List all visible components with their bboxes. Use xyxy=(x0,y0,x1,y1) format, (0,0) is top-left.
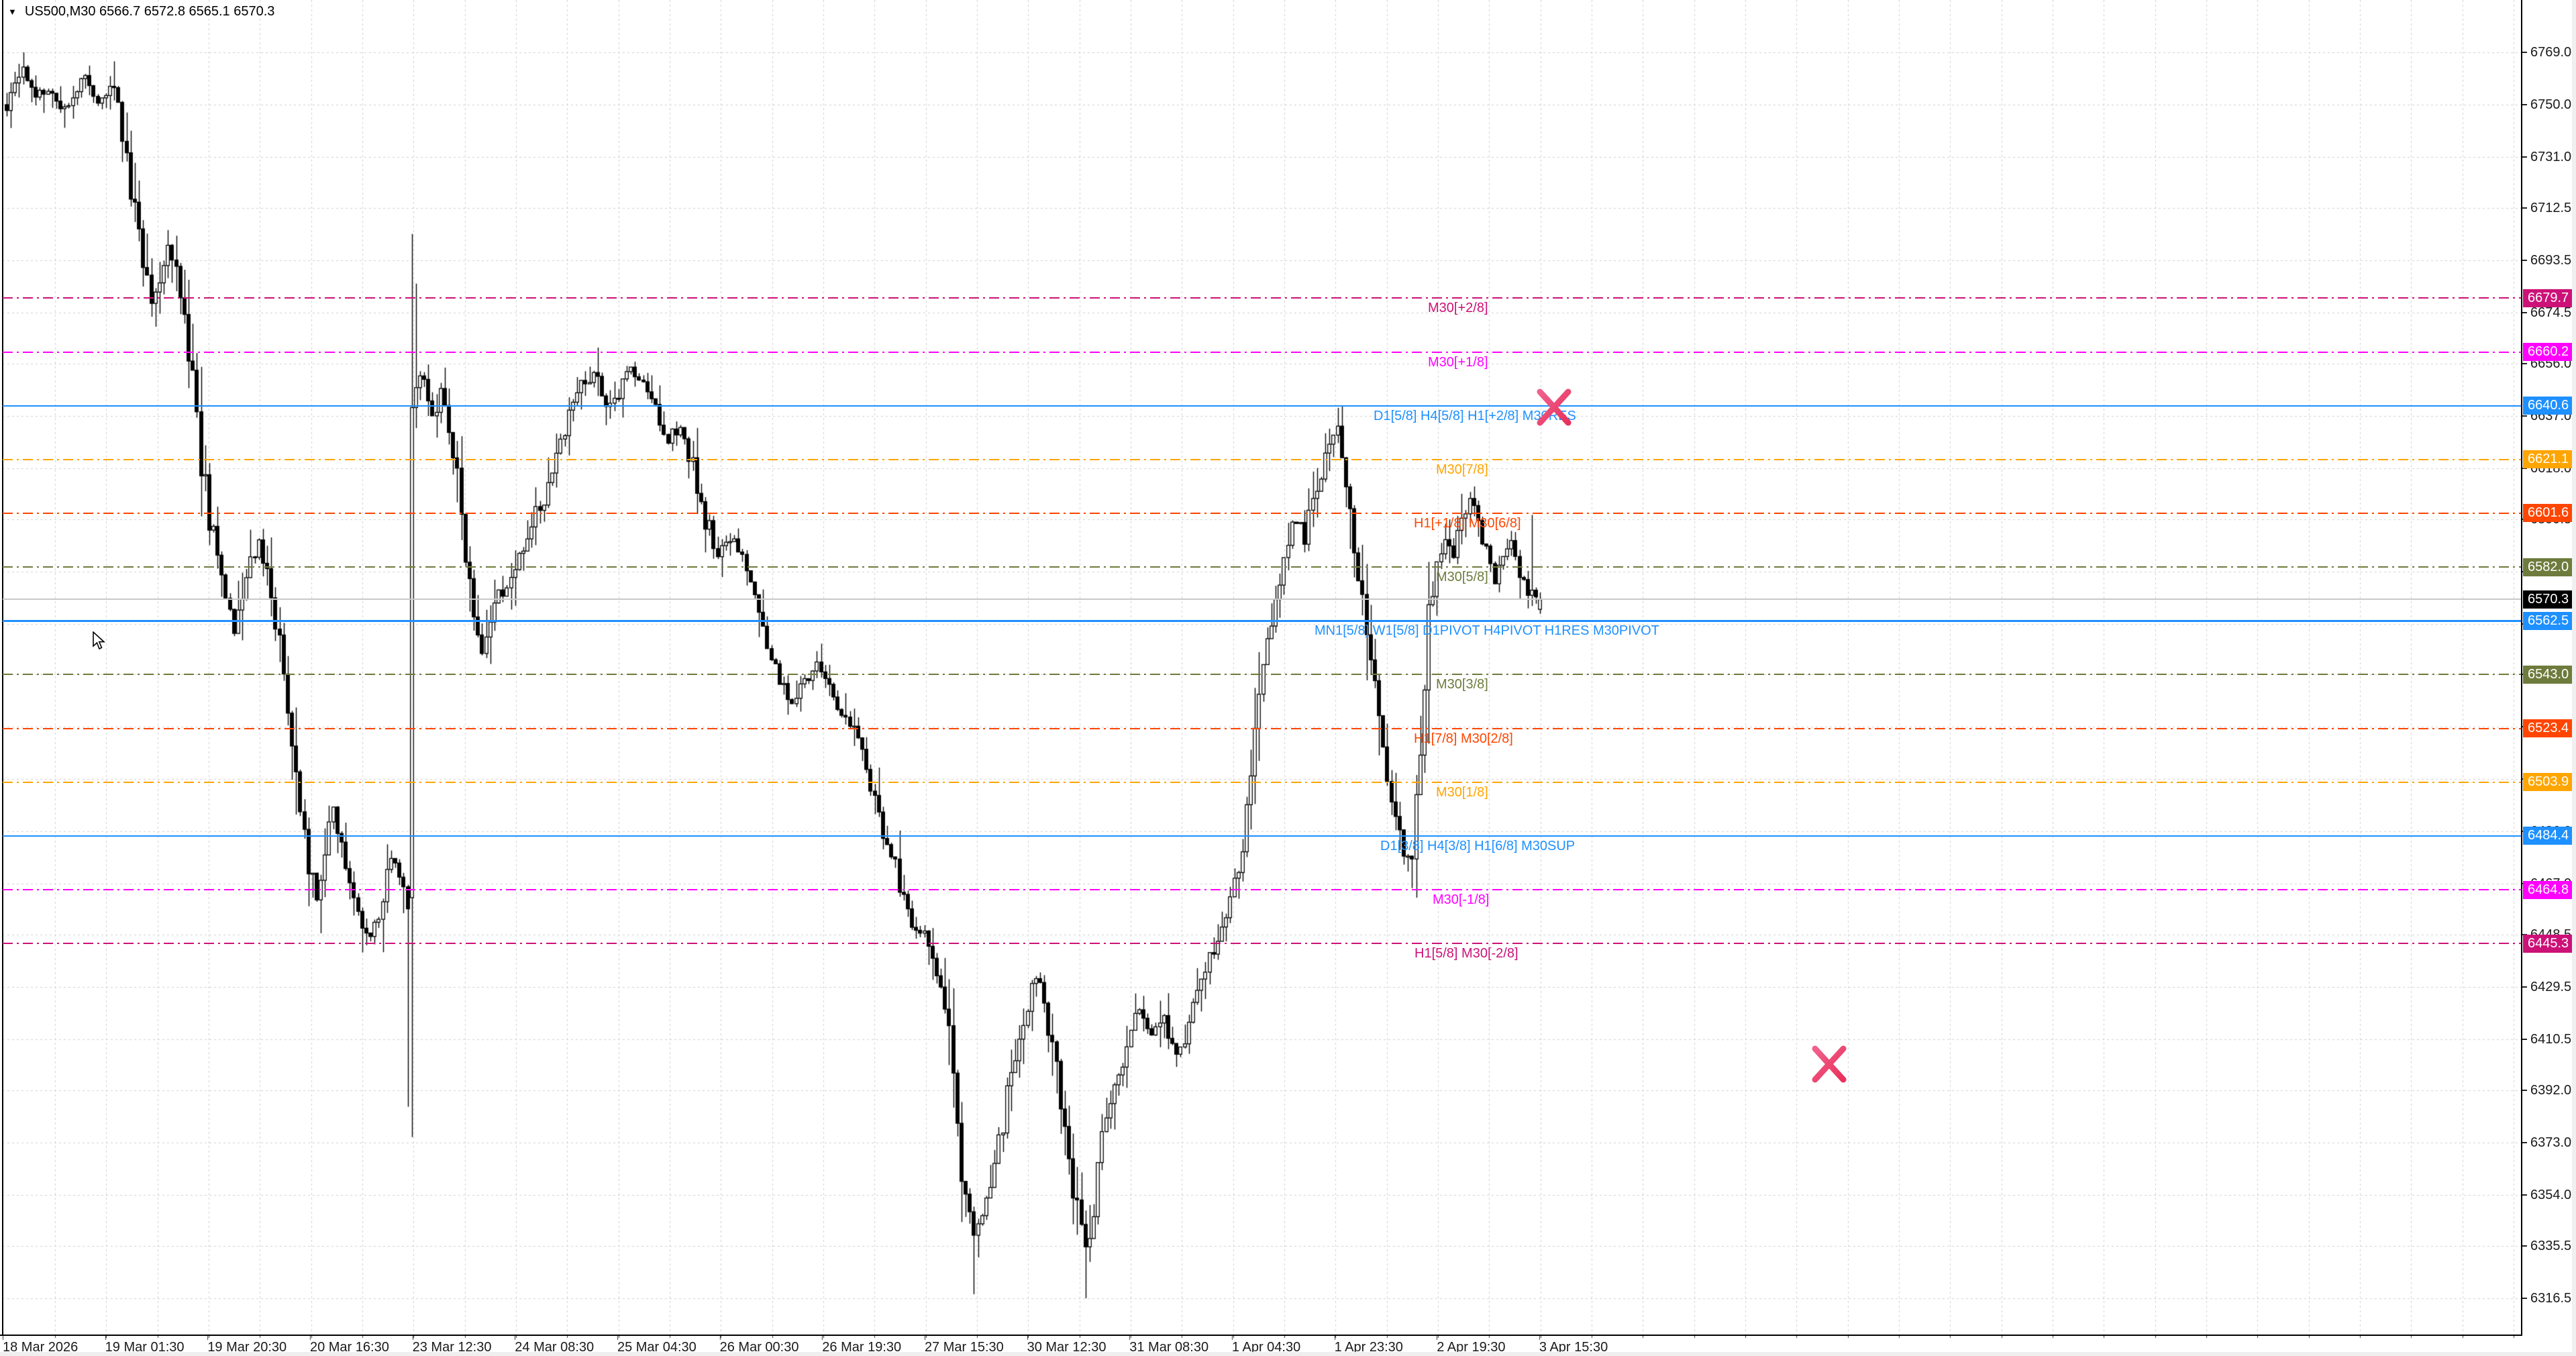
price-tick-mark xyxy=(2522,415,2527,417)
level-line-m30-+2/8-[interactable] xyxy=(3,297,2521,299)
time-tick-label: 24 Mar 08:30 xyxy=(515,1340,595,1355)
price-tick-mark xyxy=(2522,1194,2527,1196)
level-label: M30[-1/8] xyxy=(1433,892,1490,908)
time-tick-label: 26 Mar 19:30 xyxy=(822,1340,902,1355)
price-tick-label: 6769.0 xyxy=(2530,45,2572,60)
price-tick-label: 6712.5 xyxy=(2530,200,2572,215)
price-tick-mark xyxy=(2522,1245,2527,1247)
time-tick-label: 18 Mar 2026 xyxy=(3,1340,79,1355)
plot-left-border xyxy=(2,0,3,1335)
price-badge-level: 6523.4 xyxy=(2523,719,2576,738)
price-badge-level: 6503.9 xyxy=(2523,773,2576,792)
level-label: H1[+1/8] M30[6/8] xyxy=(1414,515,1521,531)
level-label: H1[5/8] M30[-2/8] xyxy=(1414,946,1518,961)
level-label: D1[3/8] H4[3/8] H1[6/8] M30SUP xyxy=(1380,838,1576,853)
price-badge-level: 6562.5 xyxy=(2523,611,2576,630)
plot-bottom-border xyxy=(0,1335,2522,1336)
time-tick-label: 31 Mar 08:30 xyxy=(1129,1340,1209,1355)
level-label: M30[7/8] xyxy=(1436,462,1488,477)
price-tick-mark xyxy=(2522,362,2527,364)
level-label: M30[1/8] xyxy=(1436,784,1488,800)
level-label: D1[5/8] H4[5/8] H1[+2/8] M30RES xyxy=(1374,408,1576,423)
price-tick-mark xyxy=(2522,1142,2527,1144)
price-badge-level: 6679.7 xyxy=(2523,289,2576,307)
level-line-m30-3/8-[interactable] xyxy=(3,674,2521,676)
price-tick-label: 6693.5 xyxy=(2530,252,2572,268)
symbol-ohlc-text: US500,M30 6566.7 6572.8 6565.1 6570.3 xyxy=(24,4,275,19)
price-badge-level: 6464.8 xyxy=(2523,880,2576,899)
price-tick-mark xyxy=(2522,103,2527,105)
price-badge-level: 6445.3 xyxy=(2523,934,2576,953)
time-tick-label: 25 Mar 04:30 xyxy=(617,1340,697,1355)
price-tick-label: 6335.5 xyxy=(2530,1239,2572,1254)
price-badge-current: 6570.3 xyxy=(2523,590,2576,609)
level-line-d1-5/8-h4-5/8-h1-+2/8-m30res[interactable] xyxy=(3,405,2521,407)
level-line-m30--1/8-[interactable] xyxy=(3,889,2521,891)
price-tick-label: 6674.5 xyxy=(2530,305,2572,320)
level-line-h1-7/8-m30-2/8-[interactable] xyxy=(3,727,2521,729)
price-tick-label: 6410.5 xyxy=(2530,1032,2572,1047)
price-tick-label: 6731.0 xyxy=(2530,149,2572,164)
time-tick-label: 20 Mar 16:30 xyxy=(309,1340,389,1355)
level-line-m30-+1/8-[interactable] xyxy=(3,351,2521,353)
level-line-mn1-5/8-w1-5/8-d1pivot-h4pivot-h1res-m30pivot[interactable] xyxy=(3,619,2521,622)
time-tick-label: 23 Mar 12:30 xyxy=(412,1340,492,1355)
price-tick-label: 6316.5 xyxy=(2530,1291,2572,1306)
level-line-m30-5/8-[interactable] xyxy=(3,566,2521,568)
level-line-h1-+1/8-m30-6/8-[interactable] xyxy=(3,512,2521,514)
level-line-d1-3/8-h4-3/8-h1-6/8-m30sup[interactable] xyxy=(3,835,2521,837)
level-label: M30[5/8] xyxy=(1436,570,1488,585)
time-tick-label: 26 Mar 00:30 xyxy=(719,1340,799,1355)
price-tick-mark xyxy=(2522,1298,2527,1299)
level-line-m30-7/8-[interactable] xyxy=(3,458,2521,460)
time-tick-label: 30 Mar 12:30 xyxy=(1027,1340,1106,1355)
price-axis-border xyxy=(2521,0,2522,1335)
level-label: M30[3/8] xyxy=(1436,677,1488,692)
level-label: M30[+2/8] xyxy=(1428,301,1488,316)
price-tick-mark xyxy=(2522,986,2527,988)
time-tick-label: 2 Apr 19:30 xyxy=(1437,1340,1506,1355)
price-tick-mark xyxy=(2522,52,2527,53)
price-badge-level: 6601.6 xyxy=(2523,504,2576,523)
price-tick-mark xyxy=(2522,1090,2527,1092)
time-tick-label: 3 Apr 15:30 xyxy=(1539,1340,1608,1355)
cross-mark[interactable] xyxy=(1534,387,1574,431)
price-tick-mark xyxy=(2522,156,2527,158)
level-label: H1[7/8] M30[2/8] xyxy=(1414,731,1513,746)
price-tick-mark xyxy=(2522,207,2527,209)
price-tick-label: 6750.0 xyxy=(2530,97,2572,112)
time-tick-label: 1 Apr 04:30 xyxy=(1231,1340,1301,1355)
price-badge-level: 6484.4 xyxy=(2523,827,2576,845)
level-line-h1-5/8-m30--2/8-[interactable] xyxy=(3,943,2521,945)
price-tick-label: 6373.0 xyxy=(2530,1135,2572,1151)
price-tick-mark xyxy=(2522,259,2527,261)
time-tick-label: 19 Mar 01:30 xyxy=(105,1340,185,1355)
price-badge-level: 6621.1 xyxy=(2523,450,2576,469)
price-tick-label: 6354.0 xyxy=(2530,1188,2572,1203)
current-price-line xyxy=(3,598,2521,601)
window-right-edge xyxy=(2572,0,2576,1356)
price-tick-mark xyxy=(2522,311,2527,313)
price-tick-label: 6429.5 xyxy=(2530,980,2572,995)
price-badge-level: 6660.2 xyxy=(2523,343,2576,361)
price-badge-level: 6640.6 xyxy=(2523,397,2576,415)
chart-info-bar: ▼ US500,M30 6566.7 6572.8 6565.1 6570.3 xyxy=(8,4,274,19)
price-tick-mark xyxy=(2522,1039,2527,1041)
price-tick-label: 6392.0 xyxy=(2530,1083,2572,1098)
time-tick-label: 19 Mar 20:30 xyxy=(207,1340,287,1355)
price-badge-level: 6543.0 xyxy=(2523,665,2576,684)
time-tick-label: 1 Apr 23:30 xyxy=(1334,1340,1403,1355)
level-line-m30-1/8-[interactable] xyxy=(3,781,2521,783)
level-label: M30[+1/8] xyxy=(1428,354,1488,370)
time-tick-label: 27 Mar 15:30 xyxy=(924,1340,1004,1355)
symbol-dropdown-icon[interactable]: ▼ xyxy=(8,6,17,17)
level-label: MN1[5/8] W1[5/8] D1PIVOT H4PIVOT H1RES M… xyxy=(1315,623,1659,639)
price-badge-level: 6582.0 xyxy=(2523,558,2576,576)
window-bottom-edge xyxy=(0,1352,2576,1356)
mouse-cursor-icon xyxy=(93,631,110,655)
cross-mark[interactable] xyxy=(1809,1044,1849,1088)
